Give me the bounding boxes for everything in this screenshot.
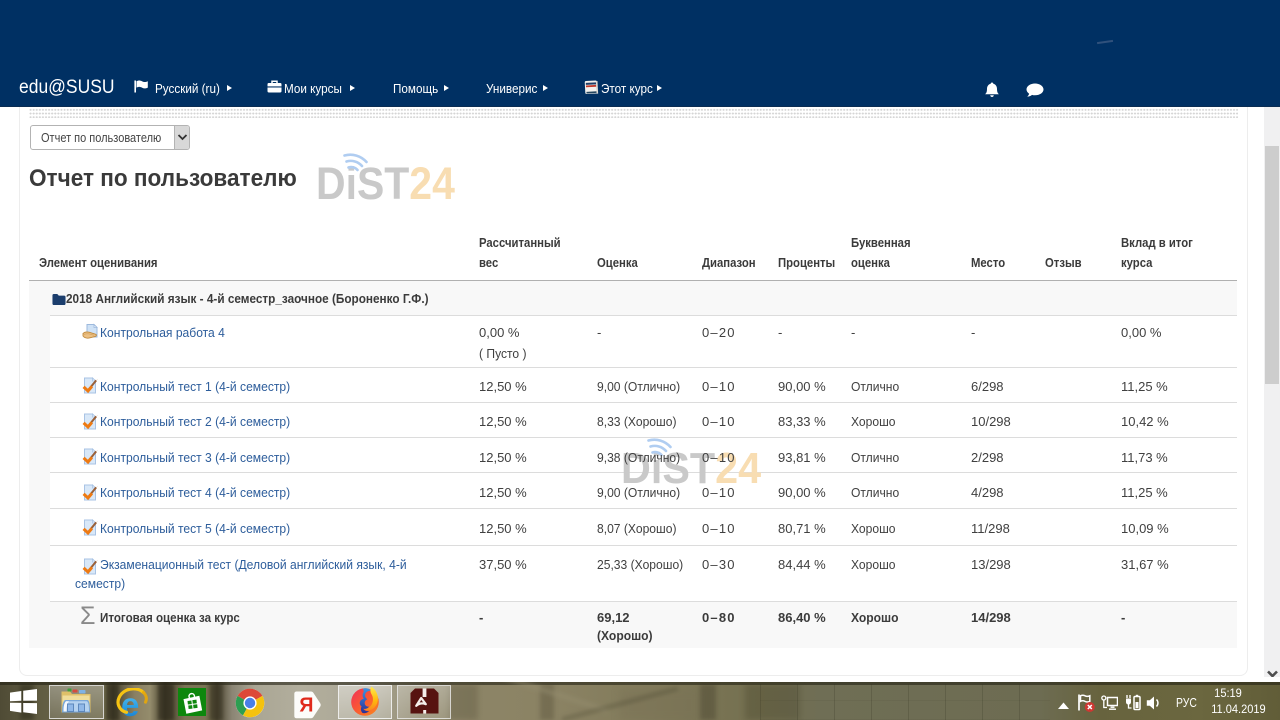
svg-text:Я: Я [299, 694, 313, 716]
